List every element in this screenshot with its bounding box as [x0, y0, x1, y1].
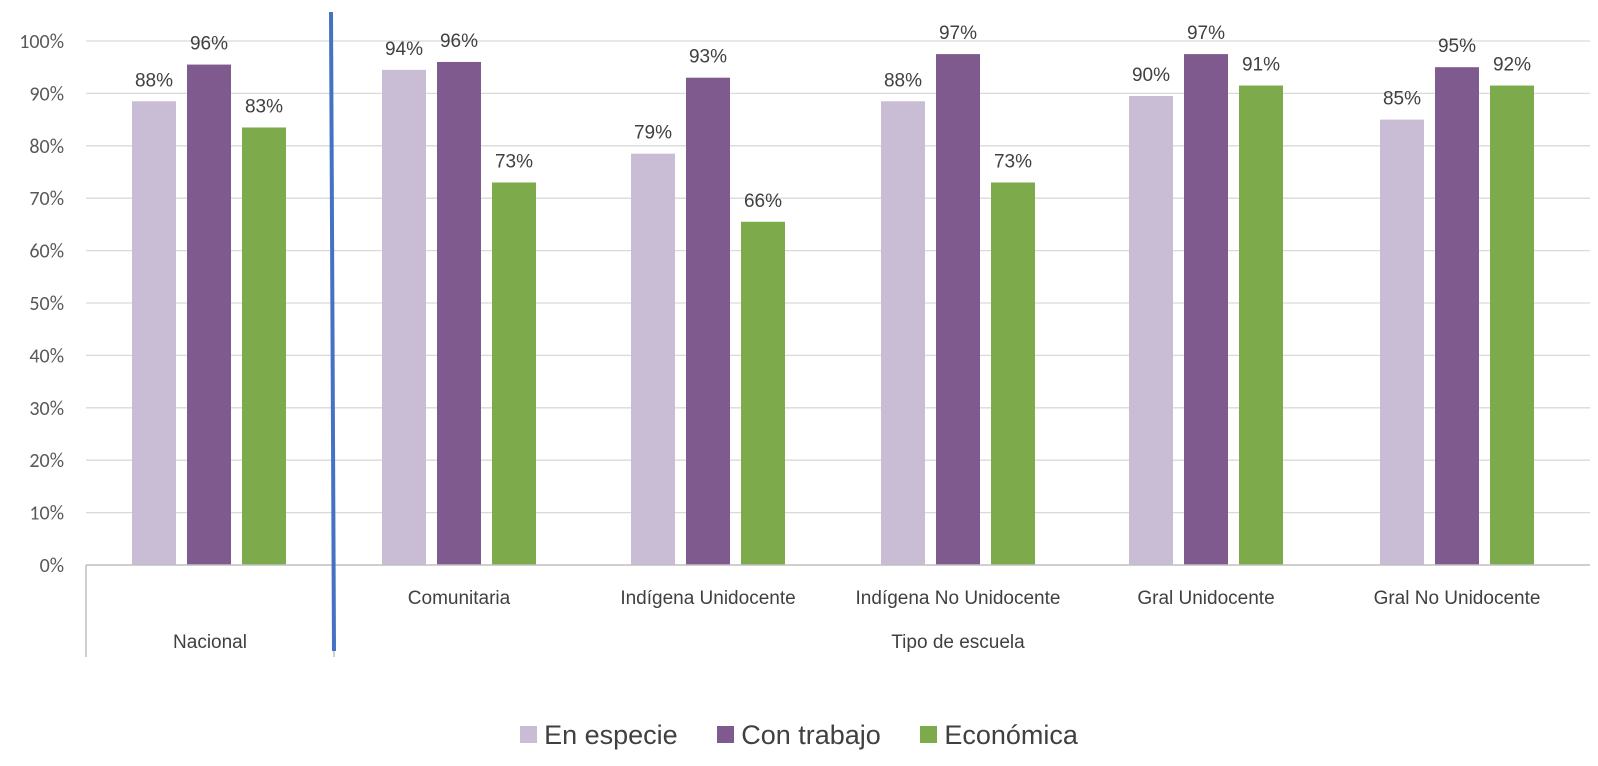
- divider-line: [329, 11, 336, 652]
- category-label: Indígena Unidocente: [620, 588, 795, 609]
- bar: [382, 69, 426, 565]
- data-labels: 88% 94% 79% 88% 90% 85% 96% 96% 93% 97% 97% 95% 83% 7…: [135, 23, 1531, 212]
- data-label: 91%: [1242, 55, 1280, 76]
- legend-item-en-especie: En especie: [520, 720, 678, 751]
- category-label: Gral No Unidocente: [1374, 588, 1541, 609]
- data-label: 93%: [689, 47, 727, 68]
- y-tick-label: 90%: [29, 82, 64, 106]
- data-label: 92%: [1493, 55, 1531, 76]
- legend-label: Económica: [944, 720, 1078, 750]
- category-label: Indígena No Unidocente: [856, 588, 1061, 609]
- data-label: 79%: [634, 123, 672, 144]
- legend-swatch: [717, 726, 735, 743]
- bar: [242, 127, 286, 566]
- data-label: 97%: [1187, 23, 1225, 44]
- legend-item-economica: Económica: [920, 720, 1078, 751]
- data-label: 94%: [385, 39, 423, 60]
- data-label: 83%: [245, 96, 283, 117]
- bars: [132, 54, 1534, 566]
- legend-label: En especie: [544, 720, 678, 750]
- bar: [1435, 67, 1479, 565]
- bar: [492, 182, 536, 566]
- y-tick-label: 100%: [19, 30, 64, 54]
- bar: [1380, 119, 1424, 565]
- data-label: 73%: [994, 151, 1032, 172]
- bar: [936, 54, 980, 565]
- bar: [187, 64, 231, 565]
- bar: [1184, 54, 1228, 565]
- group-label: Nacional: [173, 632, 247, 653]
- category-label: Comunitaria: [408, 588, 511, 609]
- x-axis: Comunitaria Indígena Unidocente Indígena N…: [85, 564, 1590, 657]
- bar: [991, 182, 1035, 566]
- data-label: 88%: [135, 70, 173, 91]
- data-label: 66%: [744, 191, 782, 212]
- gridlines: [86, 40, 1590, 514]
- y-tick-label: 30%: [29, 397, 64, 421]
- legend-swatch: [920, 726, 938, 743]
- data-label: 85%: [1383, 89, 1421, 110]
- legend-label: Con trabajo: [741, 720, 881, 750]
- data-label: 97%: [939, 23, 977, 44]
- data-label: 96%: [190, 34, 228, 55]
- y-axis-ticks: 0% 10% 20% 30% 40% 50% 60% 70% 80% 90% 100%: [19, 30, 64, 578]
- bar: [1239, 85, 1283, 565]
- data-label: 90%: [1132, 65, 1170, 86]
- bar: [437, 61, 481, 566]
- y-tick-label: 70%: [29, 187, 64, 211]
- data-label: 96%: [440, 31, 478, 52]
- data-label: 88%: [884, 70, 922, 91]
- y-tick-label: 50%: [29, 292, 64, 316]
- y-tick-label: 0%: [40, 554, 64, 578]
- data-label: 95%: [1438, 36, 1476, 57]
- bar: [1490, 85, 1534, 565]
- legend-swatch: [520, 726, 538, 743]
- y-tick-label: 10%: [29, 502, 64, 526]
- data-label: 73%: [495, 151, 533, 172]
- bar: [881, 101, 925, 565]
- y-tick-label: 80%: [29, 135, 64, 159]
- y-tick-label: 40%: [29, 344, 64, 368]
- bar: [631, 153, 675, 565]
- legend-item-con-trabajo: Con trabajo: [717, 720, 881, 751]
- bar: [686, 77, 730, 566]
- group-label: Tipo de escuela: [891, 632, 1025, 653]
- bar: [741, 221, 785, 565]
- legend: En especie Con trabajo Económica: [0, 720, 1598, 751]
- bar-chart: 0% 10% 20% 30% 40% 50% 60% 70% 80% 90% 100% 88% 94%…: [19, 11, 1590, 657]
- y-tick-label: 60%: [29, 240, 64, 264]
- category-label: Gral Unidocente: [1137, 588, 1274, 609]
- y-tick-label: 20%: [29, 449, 64, 473]
- bar: [132, 101, 176, 565]
- bar: [1129, 96, 1173, 566]
